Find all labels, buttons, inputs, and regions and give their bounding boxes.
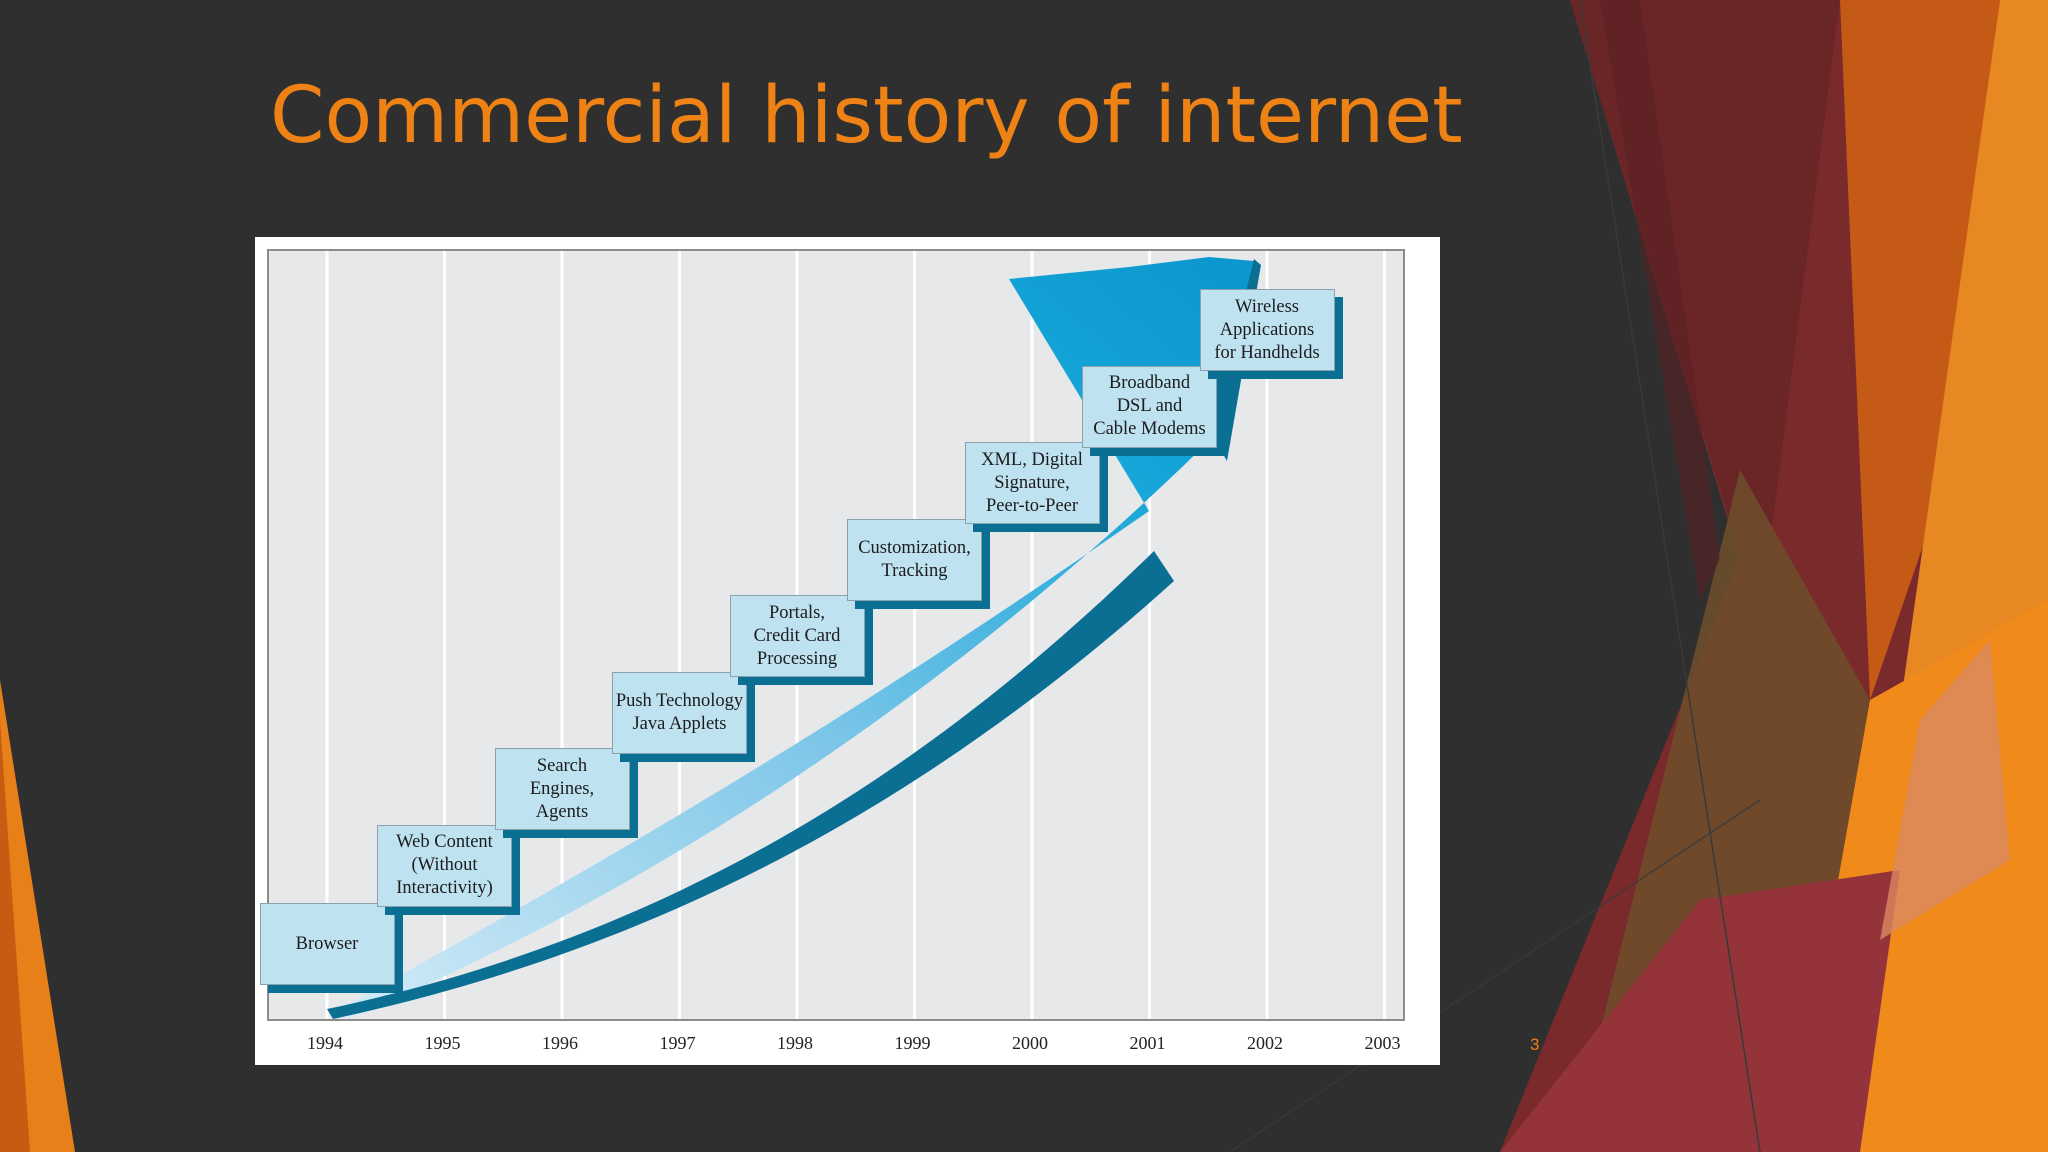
year-label-2003: 2003 [1364, 1033, 1401, 1053]
year-label-1998: 1998 [777, 1033, 813, 1053]
slide-title: Commercial history of internet [270, 71, 1463, 161]
milestone-1998: Portals, Credit Card Processing [729, 595, 865, 677]
timeline-figure: Browser Web Content (Without Interactivit… [255, 237, 1440, 1065]
milestone-2001: Broadband DSL and Cable Modems [1082, 365, 1217, 448]
slide-number: 3 [1530, 1035, 1540, 1054]
growth-arrow [339, 257, 1254, 1019]
milestone-1996: Search Engines, Agents [494, 748, 630, 830]
year-label-1999: 1999 [894, 1033, 931, 1053]
milestone-1999: Customization, Tracking [847, 518, 982, 601]
milestone-2002: Wireless Applications for Handhelds [1199, 289, 1335, 371]
timeline-plot-area: Browser Web Content (Without Interactivit… [259, 249, 1405, 1021]
milestone-1995: Web Content (Without Interactivity) [377, 824, 512, 907]
year-label-1997: 1997 [659, 1033, 696, 1053]
year-label-2002: 2002 [1247, 1033, 1283, 1053]
year-label-2000: 2000 [1012, 1033, 1048, 1053]
milestone-2000: XML, Digital Signature, Peer-to-Peer [964, 442, 1100, 524]
year-label-2001: 2001 [1129, 1033, 1166, 1053]
year-label-1995: 1995 [424, 1033, 461, 1053]
milestone-1997: Push Technology Java Applets [612, 671, 747, 754]
milestone-1994: Browser [259, 903, 395, 985]
year-label-1996: 1996 [542, 1033, 578, 1053]
year-label-1994: 1994 [307, 1033, 343, 1053]
milestone-boxes: Browser Web Content (Without Interactivit… [259, 251, 1403, 1019]
